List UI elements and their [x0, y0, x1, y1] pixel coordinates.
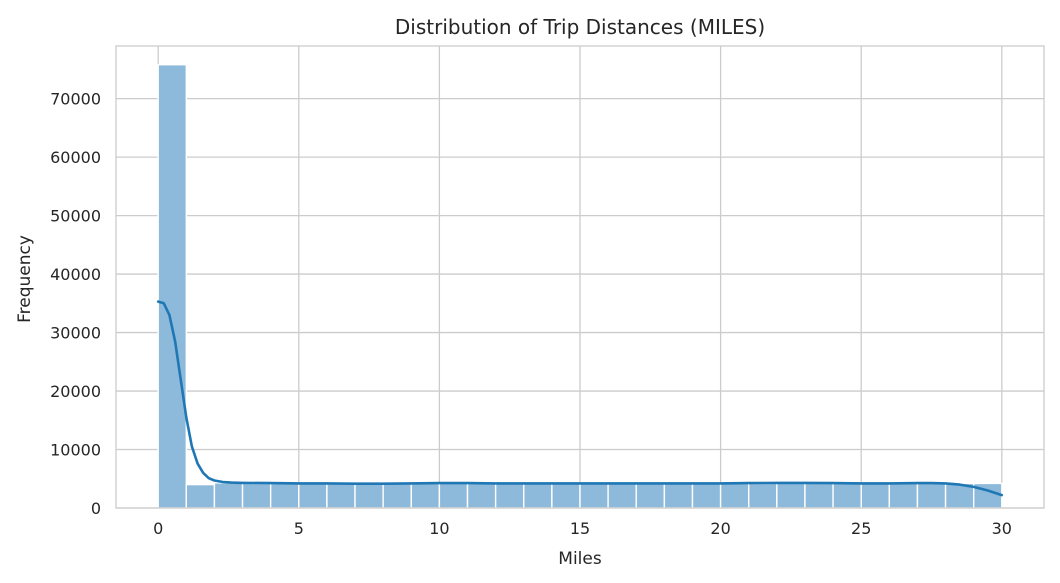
- histogram-bar: [185, 483, 216, 509]
- histogram-bar: [916, 482, 947, 509]
- kde-line: [156, 300, 1004, 497]
- histogram-bar: [269, 482, 300, 509]
- x-tick-label: 15: [570, 519, 590, 538]
- histogram-bar: [438, 482, 469, 509]
- y-axis-ticks: 0 10000 20000 30000 40000 50000 60000 70000: [50, 90, 101, 518]
- histogram-bar: [663, 482, 694, 509]
- histogram-bar: [382, 482, 412, 509]
- histogram-bar: [466, 482, 497, 509]
- histogram-bar: [607, 482, 637, 509]
- kde-curve-layer: [156, 300, 1004, 497]
- y-tick-label: 60000: [50, 148, 101, 167]
- histogram-bar: [241, 482, 272, 509]
- y-tick-label: 30000: [50, 324, 101, 343]
- histogram-bar: [776, 482, 806, 509]
- x-tick-label: 25: [851, 519, 871, 538]
- plot-frame: [115, 45, 1045, 509]
- y-tick-label: 40000: [50, 265, 101, 284]
- x-tick-label: 20: [710, 519, 730, 538]
- y-axis-label: Frequency: [15, 235, 35, 323]
- histogram-bar: [213, 482, 244, 509]
- histogram-bar: [298, 482, 328, 509]
- x-tick-label: 10: [429, 519, 449, 538]
- histogram-bar: [410, 482, 441, 509]
- x-tick-label: 30: [992, 519, 1012, 538]
- histogram-bar: [804, 482, 834, 509]
- x-axis-ticks: 0 5 10 15 20 25 30: [153, 519, 1012, 538]
- y-tick-label: 0: [91, 499, 101, 518]
- histogram-bar: [326, 483, 356, 509]
- histogram-bar: [579, 482, 609, 509]
- histogram-bar: [635, 483, 666, 509]
- chart-title: Distribution of Trip Distances (MILES): [395, 15, 765, 39]
- histogram-bar: [551, 482, 581, 509]
- x-tick-label: 5: [294, 519, 304, 538]
- histogram-bar: [523, 483, 553, 509]
- histogram-bar: [691, 482, 722, 509]
- histogram-bar: [832, 482, 862, 509]
- histogram-bar: [748, 482, 778, 509]
- histogram-bar: [157, 64, 188, 509]
- y-tick-label: 20000: [50, 382, 101, 401]
- gridlines: [116, 46, 1044, 509]
- histogram-bar: [719, 482, 750, 509]
- histogram-bar: [888, 482, 919, 509]
- y-tick-label: 10000: [50, 441, 101, 460]
- y-tick-label: 70000: [50, 90, 101, 109]
- x-axis-label: Miles: [558, 549, 602, 569]
- x-tick-label: 0: [153, 519, 163, 538]
- y-tick-label: 50000: [50, 207, 101, 226]
- histogram-bar: [494, 482, 525, 509]
- histogram-bar: [354, 483, 384, 509]
- histogram-bars: [157, 64, 1003, 509]
- histogram-bar: [860, 482, 891, 509]
